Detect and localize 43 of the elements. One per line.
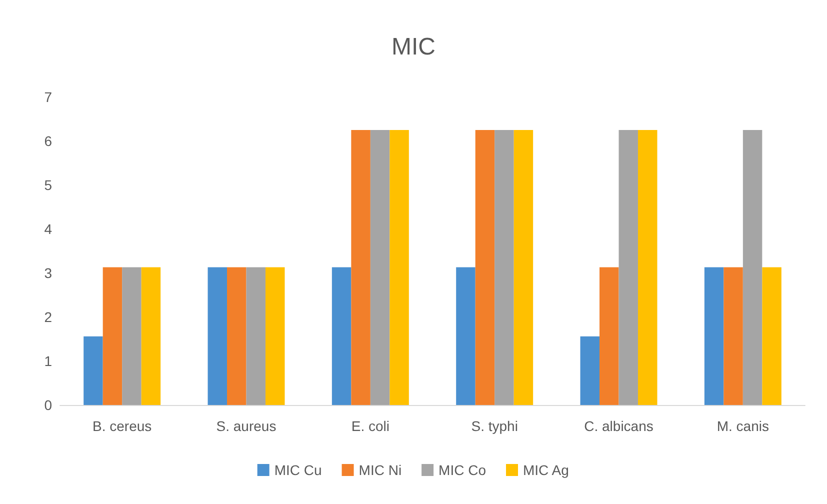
bar bbox=[494, 130, 514, 405]
x-tick-label: C. albicans bbox=[584, 418, 654, 434]
x-tick-label: E. coli bbox=[351, 418, 390, 434]
bar bbox=[390, 130, 409, 405]
bar bbox=[351, 130, 370, 405]
legend-label: MIC Ni bbox=[358, 462, 402, 478]
bar bbox=[580, 336, 600, 405]
bar bbox=[704, 267, 724, 405]
bar bbox=[742, 130, 762, 405]
bar bbox=[122, 267, 142, 405]
bar bbox=[618, 130, 638, 405]
y-tick-label: 3 bbox=[44, 265, 52, 281]
bar bbox=[475, 130, 495, 405]
bar bbox=[208, 267, 228, 405]
bar bbox=[332, 267, 352, 405]
bar bbox=[762, 267, 782, 405]
bar bbox=[227, 267, 246, 405]
x-tick-label: S. aureus bbox=[216, 418, 276, 434]
bar bbox=[246, 267, 266, 405]
x-tick-label: S. typhi bbox=[471, 418, 518, 434]
y-tick-label: 7 bbox=[44, 89, 52, 105]
y-tick-label: 2 bbox=[44, 309, 52, 325]
bar bbox=[84, 336, 103, 405]
y-tick-label: 4 bbox=[44, 221, 52, 237]
y-tick-label: 1 bbox=[44, 353, 52, 369]
x-tick-label: M. canis bbox=[716, 418, 769, 434]
y-tick-label: 5 bbox=[44, 177, 52, 193]
bar bbox=[724, 267, 743, 405]
bar bbox=[638, 130, 658, 405]
y-tick-label: 0 bbox=[44, 397, 52, 413]
bar bbox=[456, 267, 476, 405]
legend-label: MIC Ag bbox=[522, 462, 569, 478]
bar bbox=[600, 267, 619, 405]
legend-label: MIC Co bbox=[438, 462, 486, 478]
x-tick-label: B. cereus bbox=[92, 418, 152, 434]
bar bbox=[514, 130, 534, 405]
bar bbox=[265, 267, 285, 405]
bar bbox=[141, 267, 161, 405]
bar bbox=[370, 130, 390, 405]
bar bbox=[102, 267, 122, 405]
legend-label: MIC Cu bbox=[274, 462, 322, 478]
y-tick-label: 6 bbox=[44, 133, 52, 149]
chart-title: MIC bbox=[392, 34, 436, 60]
